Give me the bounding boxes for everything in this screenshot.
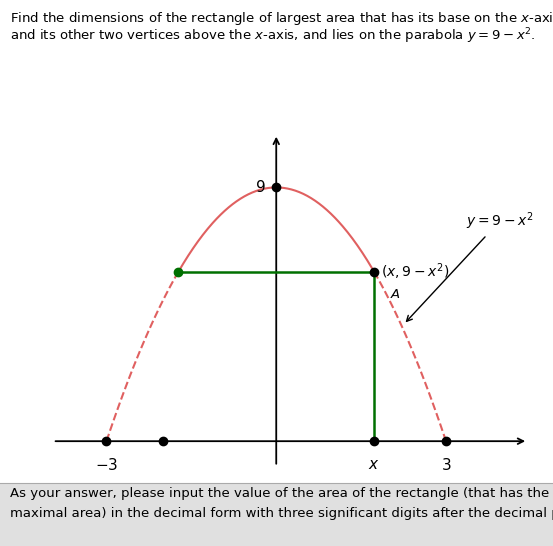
Text: As your answer, please input the value of the area of the rectangle (that has th: As your answer, please input the value o… <box>10 487 549 500</box>
Text: $y = 9-x^2$: $y = 9-x^2$ <box>406 210 533 322</box>
Text: $(x, 9-x^2)$: $(x, 9-x^2)$ <box>381 262 449 282</box>
Text: Find the dimensions of the rectangle of largest area that has its base on the $x: Find the dimensions of the rectangle of … <box>10 10 553 27</box>
Text: $9$: $9$ <box>255 180 266 195</box>
Text: $3$: $3$ <box>441 456 451 473</box>
Text: maximal area) in the decimal form with three significant digits after the decima: maximal area) in the decimal form with t… <box>10 507 553 520</box>
Text: $x$: $x$ <box>368 456 380 472</box>
Text: $-3$: $-3$ <box>95 456 118 473</box>
Text: $A$: $A$ <box>390 288 400 301</box>
Text: and its other two vertices above the $x$-axis, and lies on the parabola $y = 9 -: and its other two vertices above the $x$… <box>10 26 535 46</box>
